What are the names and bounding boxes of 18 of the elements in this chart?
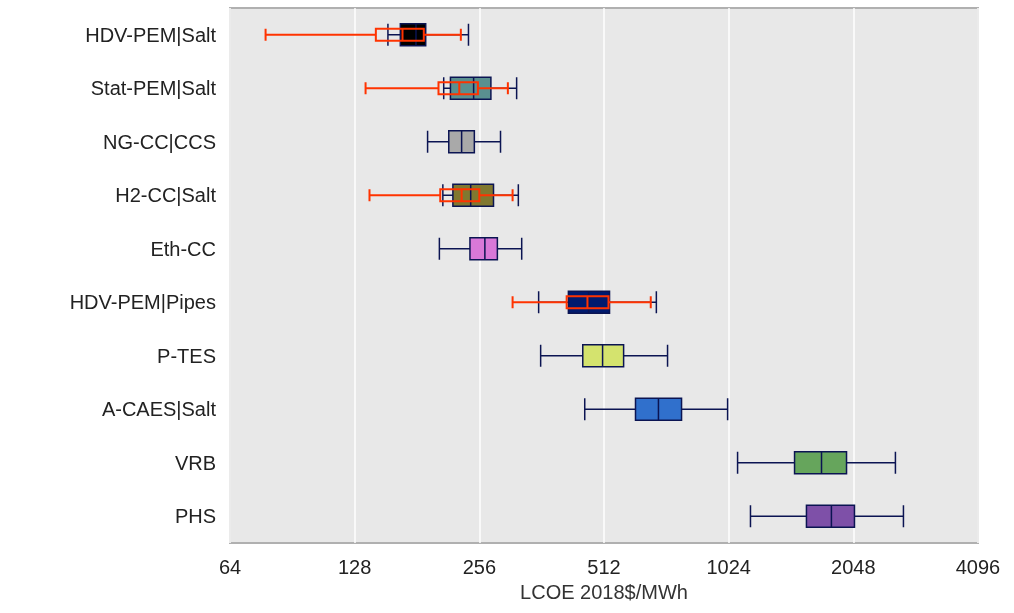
x-tick-label: 512 [587,556,621,578]
y-tick-label: PHS [174,505,216,528]
x-tick-label: 2048 [831,556,876,578]
y-tick-label: Stat-PEM|Salt [90,77,217,100]
y-tick-label: NG-CC|CCS [103,130,216,153]
x-tick-label: 1024 [706,556,751,578]
y-tick-label: A-CAES|Salt [101,398,217,421]
x-tick-label: 128 [337,556,372,578]
y-tick-label: H2-CC|Salt [115,184,217,207]
x-tick-label: 256 [462,556,497,578]
y-tick-label: HDV-PEM|Salt [85,23,217,46]
y-tick-label: Eth-CC [150,237,216,260]
x-axis-title: LCOE 2018$/MWh [520,580,688,603]
y-tick-label: P-TES [157,344,216,367]
x-tick-label: 4096 [955,556,1001,578]
y-tick-label: HDV-PEM|Pipes [69,291,216,314]
x-tick-label: 64 [218,556,242,578]
y-tick-label: VRB [174,451,216,474]
